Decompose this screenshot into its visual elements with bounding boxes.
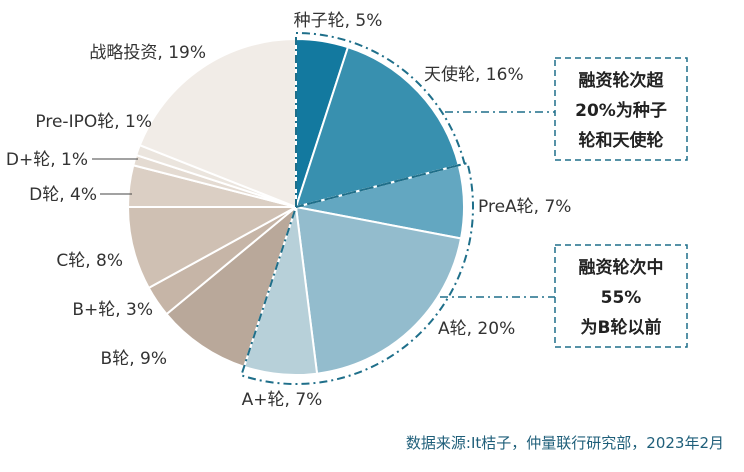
annotation-line-1-2: 20%为种子 (575, 100, 667, 121)
pie-slice-12 (138, 37, 297, 209)
pie-slice-4 (294, 205, 463, 375)
slice-label-8: C轮, 8% (56, 251, 123, 271)
slice-label-6: B轮, 9% (101, 349, 167, 369)
slice-label-11: Pre-IPO轮, 1% (35, 112, 152, 132)
slice-label-2: 天使轮, 16% (424, 64, 524, 85)
slice-label-1: 种子轮, 5% (294, 11, 383, 31)
slice-label-7: B+轮, 3% (72, 300, 153, 320)
slice-label-12: 战略投资, 19% (89, 43, 206, 63)
annotation-line-2-3: 为B轮以前 (581, 317, 662, 338)
source-note: 数据来源:It桔子，仲量联行研究部，2023年2月 (405, 434, 724, 452)
slice-labels: 种子轮, 5% 天使轮, 16% PreA轮, 7% A轮, 20% A+轮, 7% B轮… (6, 11, 572, 410)
annotation-box-1 (554, 57, 688, 161)
annotation-line-1-3: 轮和天使轮 (579, 130, 664, 151)
slice-label-10: D+轮, 1% (6, 150, 88, 170)
annotation-line-1-1: 融资轮次超 (579, 70, 665, 91)
annotation-box-2 (554, 244, 688, 348)
slice-label-4: A轮, 20% (438, 319, 515, 339)
pie-slice-6 (165, 204, 299, 369)
highlight-pre-b-rounds (240, 161, 474, 385)
guides (240, 31, 474, 385)
slice-label-9: D轮, 4% (29, 185, 97, 205)
annotation-line-2-2: 55% (601, 288, 642, 308)
pie-slices (126, 37, 465, 377)
slice-label-5: A+轮, 7% (242, 390, 323, 410)
highlight-early-rounds (295, 31, 466, 208)
pie-slice-2 (294, 45, 460, 209)
annotation-line-2-1: 融资轮次中 (579, 257, 664, 278)
slice-label-3: PreA轮, 7% (478, 197, 571, 217)
